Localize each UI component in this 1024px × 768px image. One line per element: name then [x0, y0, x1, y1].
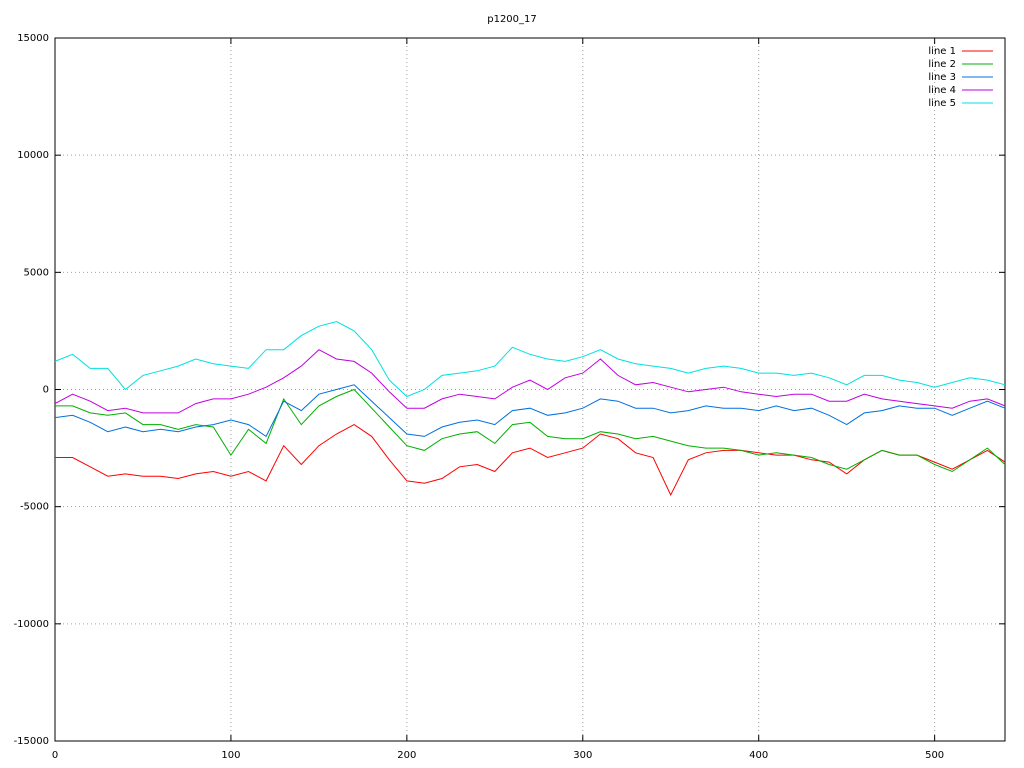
legend-label: line 3 [928, 72, 956, 83]
legend-label: line 2 [928, 59, 956, 70]
y-tick-label: -10000 [14, 619, 49, 630]
y-tick-label: 10000 [17, 150, 49, 161]
series-line [55, 388, 1006, 473]
y-tick-label: 5000 [24, 267, 49, 278]
x-tick-label: 200 [397, 750, 416, 761]
x-tick-label: 0 [52, 750, 58, 761]
y-tick-label: -15000 [14, 736, 49, 747]
plot-frame [54, 37, 1006, 742]
legend-label: line 1 [928, 46, 956, 57]
chart-title: p1200_17 [487, 14, 537, 25]
y-tick-label: 15000 [17, 33, 49, 44]
x-tick-label: 300 [573, 750, 592, 761]
y-tick-label: 0 [43, 385, 49, 396]
legend-label: line 4 [928, 85, 956, 96]
series-line [54, 320, 1006, 398]
series-line [54, 384, 1006, 438]
x-tick-label: 500 [925, 750, 944, 761]
x-tick-label: 400 [749, 750, 768, 761]
legend-label: line 5 [928, 98, 956, 109]
x-tick-label: 100 [221, 750, 240, 761]
series-line [55, 424, 1006, 497]
series-line [54, 349, 1006, 414]
y-tick-label: -5000 [20, 502, 49, 513]
